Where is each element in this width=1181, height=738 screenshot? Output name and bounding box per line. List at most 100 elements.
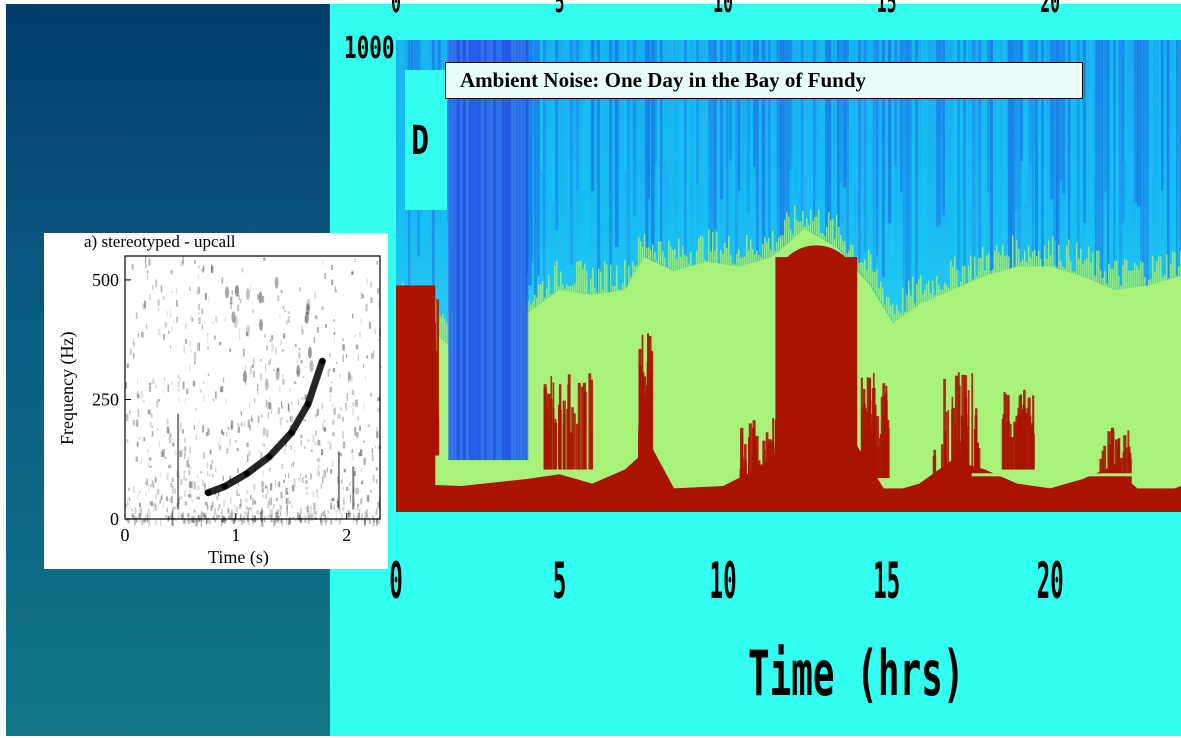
inset-noise [193,352,197,361]
inset-noise [282,378,285,385]
spectrogram-texture [753,40,757,167]
inset-y-axis-label: Frequency (Hz) [57,332,78,445]
inset-noise [246,515,249,520]
inset-noise [267,401,270,409]
inset-noise [182,256,184,264]
spectrogram-texture [882,40,885,278]
x-tick-label: 20 [1037,553,1064,611]
inset-noise [281,518,284,526]
spectrogram-texture [702,40,705,327]
spectrogram-mid-streak [704,259,706,263]
inset-noise [302,515,304,520]
spectrogram-mid-streak [888,297,890,315]
spectrogram-texture [645,40,649,260]
spectrogram-high-streak [973,428,977,484]
spectrogram-mid-streak [660,240,662,265]
spectrogram-mid-streak [970,255,972,283]
spectrogram-texture [756,40,759,379]
spectrogram-mid-streak [592,267,594,295]
spectrogram-low-texture [487,40,490,461]
inset-noise [336,512,338,519]
spectrogram-mid-streak [878,288,880,299]
spectrogram-mid-streak [824,236,826,240]
inset-noise [247,419,250,428]
inset-noise [247,508,249,515]
spectrogram-mid-streak [998,252,1000,273]
inset-noise [324,273,327,279]
inset-noise [168,429,171,435]
inset-noise [335,362,338,365]
inset-noise [234,286,237,294]
spectrogram-mid-streak [900,313,902,319]
spectrogram-mid-streak [912,276,914,310]
spectrogram-mid-streak [756,250,758,262]
spectrogram-mid-streak [600,271,602,294]
inset-noise [248,450,251,456]
inset-noise [269,467,271,472]
spectrogram-texture [873,40,876,384]
inset-noise [213,398,215,402]
inset-noise [281,463,284,469]
inset-noise [333,407,336,415]
inset-noise [279,314,281,320]
spectrogram-high-streak [1112,472,1115,496]
inset-noise [268,497,271,505]
inset-noise [262,296,265,303]
inset-noise [177,381,180,388]
spectrogram-texture [798,40,801,195]
inset-noise [260,518,263,525]
inset-noise [139,517,141,524]
spectrogram-mid-streak [1058,244,1060,269]
inset-noise [316,458,319,462]
inset-noise [322,476,324,484]
spectrogram-mid-streak [664,257,666,267]
spectrogram-mid-streak [1060,261,1062,270]
inset-noise [359,425,361,431]
inset-noise [342,416,344,422]
inset-noise [167,384,170,392]
inset-noise [197,514,200,518]
inset-noise [141,518,144,526]
inset-noise [154,476,156,483]
spectrogram-texture [576,40,580,190]
inset-noise [232,518,235,524]
spectrogram-texture [609,40,613,351]
inset-noise [211,501,214,508]
inset-noise [157,399,161,402]
inset-noise [253,358,255,365]
inset-noise [176,300,178,307]
spectrogram-texture [684,40,687,267]
inset-noise [269,402,272,410]
spectrogram-area [396,40,1181,513]
spectrogram-texture [540,40,543,172]
spectrogram-mid-streak [974,256,976,281]
spectrogram-low-texture [463,40,466,461]
spectrogram-mid-streak [1136,265,1138,288]
spectrogram-texture [567,40,570,237]
inset-noise [218,515,220,518]
spectrogram-high-streak [1027,397,1031,470]
inset-noise [357,353,360,362]
inset-noise [183,474,185,480]
inset-noise [186,389,189,395]
inset-noise [171,507,174,515]
inset-noise [342,430,344,439]
spectrogram-high-streak [1117,462,1121,496]
inset-noise [175,288,178,294]
spectrogram-mid-streak [578,261,580,293]
spectrogram-high-streak [952,407,955,484]
inset-noise [287,402,290,410]
spectrogram-mid-streak [818,209,820,237]
inset-noise [148,508,150,512]
spectrogram-high-streak [748,423,752,487]
spectrogram-mid-streak [1106,283,1108,287]
spectrogram-high-level [775,245,858,326]
inset-noise [378,300,380,308]
spectrogram-texture [1131,40,1134,188]
inset-noise [160,495,163,500]
inset-noise [314,315,317,320]
inset-noise [240,299,242,304]
spectrogram-high-streak [1024,413,1028,470]
inset-noise [173,488,177,494]
